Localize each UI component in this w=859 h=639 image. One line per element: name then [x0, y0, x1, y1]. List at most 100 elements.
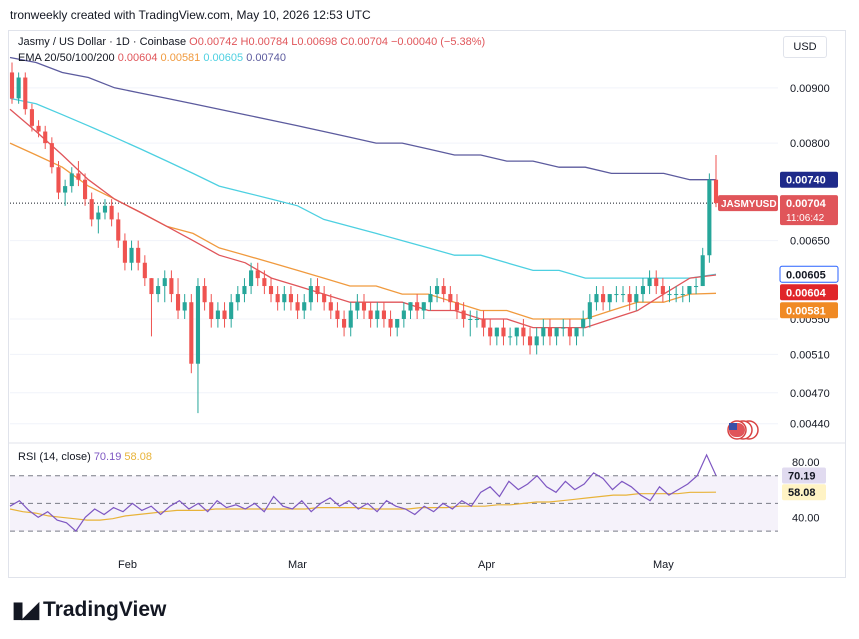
- candle[interactable]: [594, 286, 599, 311]
- candle[interactable]: [388, 310, 393, 337]
- candle[interactable]: [76, 161, 81, 187]
- candle[interactable]: [355, 294, 360, 319]
- candle[interactable]: [395, 318, 400, 337]
- candle[interactable]: [96, 205, 101, 234]
- candle[interactable]: [175, 278, 181, 319]
- candle[interactable]: [620, 286, 626, 303]
- candle[interactable]: [561, 318, 566, 337]
- candle[interactable]: [521, 318, 526, 346]
- candle[interactable]: [547, 318, 553, 346]
- candle[interactable]: [36, 120, 41, 138]
- rsi-label[interactable]: RSI (14, close): [18, 451, 91, 463]
- candle[interactable]: [182, 294, 187, 319]
- candle[interactable]: [660, 278, 665, 303]
- candle[interactable]: [501, 318, 506, 346]
- candle[interactable]: [69, 167, 74, 193]
- candle[interactable]: [16, 72, 21, 104]
- candle[interactable]: [142, 255, 147, 287]
- candle[interactable]: [687, 286, 692, 303]
- candle[interactable]: [454, 294, 460, 319]
- candle[interactable]: [288, 286, 294, 311]
- currency-button[interactable]: USD: [783, 36, 827, 58]
- candle[interactable]: [56, 161, 61, 200]
- candle[interactable]: [242, 278, 247, 303]
- candle[interactable]: [49, 137, 54, 174]
- candle[interactable]: [574, 327, 579, 346]
- candle[interactable]: [654, 270, 659, 295]
- candle[interactable]: [461, 302, 466, 328]
- candle[interactable]: [534, 327, 539, 355]
- candle[interactable]: [527, 327, 533, 355]
- candle[interactable]: [614, 286, 619, 303]
- candle[interactable]: [667, 286, 672, 303]
- candle[interactable]: [308, 278, 313, 311]
- candle[interactable]: [481, 310, 486, 337]
- candle[interactable]: [627, 286, 632, 311]
- candle[interactable]: [468, 310, 473, 337]
- candle[interactable]: [541, 318, 546, 346]
- candle[interactable]: [149, 278, 154, 337]
- candle[interactable]: [102, 199, 108, 220]
- chart-panel[interactable]: [8, 30, 846, 578]
- candle[interactable]: [713, 155, 719, 208]
- candle[interactable]: [215, 302, 220, 328]
- candle[interactable]: [408, 302, 413, 319]
- candle[interactable]: [342, 310, 347, 337]
- candle[interactable]: [700, 247, 705, 287]
- candle[interactable]: [421, 302, 426, 319]
- candle[interactable]: [89, 192, 94, 227]
- candle[interactable]: [302, 294, 307, 319]
- candle[interactable]: [169, 270, 174, 303]
- candle[interactable]: [634, 286, 639, 311]
- candle[interactable]: [295, 294, 300, 319]
- candle[interactable]: [640, 278, 646, 303]
- candle[interactable]: [441, 278, 446, 303]
- candle[interactable]: [23, 72, 28, 115]
- candle[interactable]: [315, 278, 320, 303]
- candle[interactable]: [322, 286, 327, 311]
- candle[interactable]: [122, 233, 127, 271]
- candle[interactable]: [601, 286, 606, 311]
- candle[interactable]: [29, 103, 34, 132]
- candle[interactable]: [428, 286, 433, 311]
- candle[interactable]: [202, 278, 207, 311]
- candle[interactable]: [494, 327, 499, 346]
- candle[interactable]: [162, 270, 167, 303]
- candle[interactable]: [474, 310, 479, 328]
- candle[interactable]: [361, 294, 367, 319]
- candle[interactable]: [195, 278, 201, 414]
- candle[interactable]: [448, 286, 453, 311]
- candle[interactable]: [229, 294, 234, 328]
- symbol-name[interactable]: Jasmy / US Dollar · 1D · Coinbase: [18, 36, 187, 48]
- candle[interactable]: [508, 327, 513, 346]
- candle[interactable]: [282, 286, 287, 311]
- candle[interactable]: [116, 212, 121, 248]
- candle[interactable]: [328, 294, 333, 319]
- candle[interactable]: [567, 318, 572, 346]
- candle[interactable]: [607, 294, 612, 311]
- candle[interactable]: [647, 270, 652, 295]
- candle[interactable]: [488, 318, 493, 346]
- candle[interactable]: [554, 327, 559, 346]
- candle[interactable]: [43, 125, 48, 150]
- candle[interactable]: [680, 286, 685, 303]
- candle[interactable]: [156, 278, 161, 303]
- candle[interactable]: [381, 302, 386, 328]
- candle[interactable]: [514, 327, 519, 346]
- candle[interactable]: [63, 179, 68, 206]
- candle[interactable]: [129, 240, 134, 271]
- candle[interactable]: [136, 240, 141, 271]
- candle[interactable]: [255, 262, 260, 287]
- candle[interactable]: [262, 270, 267, 295]
- candle[interactable]: [587, 294, 592, 328]
- candle[interactable]: [401, 302, 406, 328]
- candle[interactable]: [674, 286, 679, 303]
- candle[interactable]: [82, 173, 88, 206]
- candle[interactable]: [434, 278, 440, 303]
- candle[interactable]: [249, 262, 254, 295]
- candle[interactable]: [348, 302, 353, 337]
- candle[interactable]: [268, 278, 274, 303]
- candle[interactable]: [415, 294, 420, 319]
- ema-label[interactable]: EMA 20/50/100/200: [18, 52, 115, 64]
